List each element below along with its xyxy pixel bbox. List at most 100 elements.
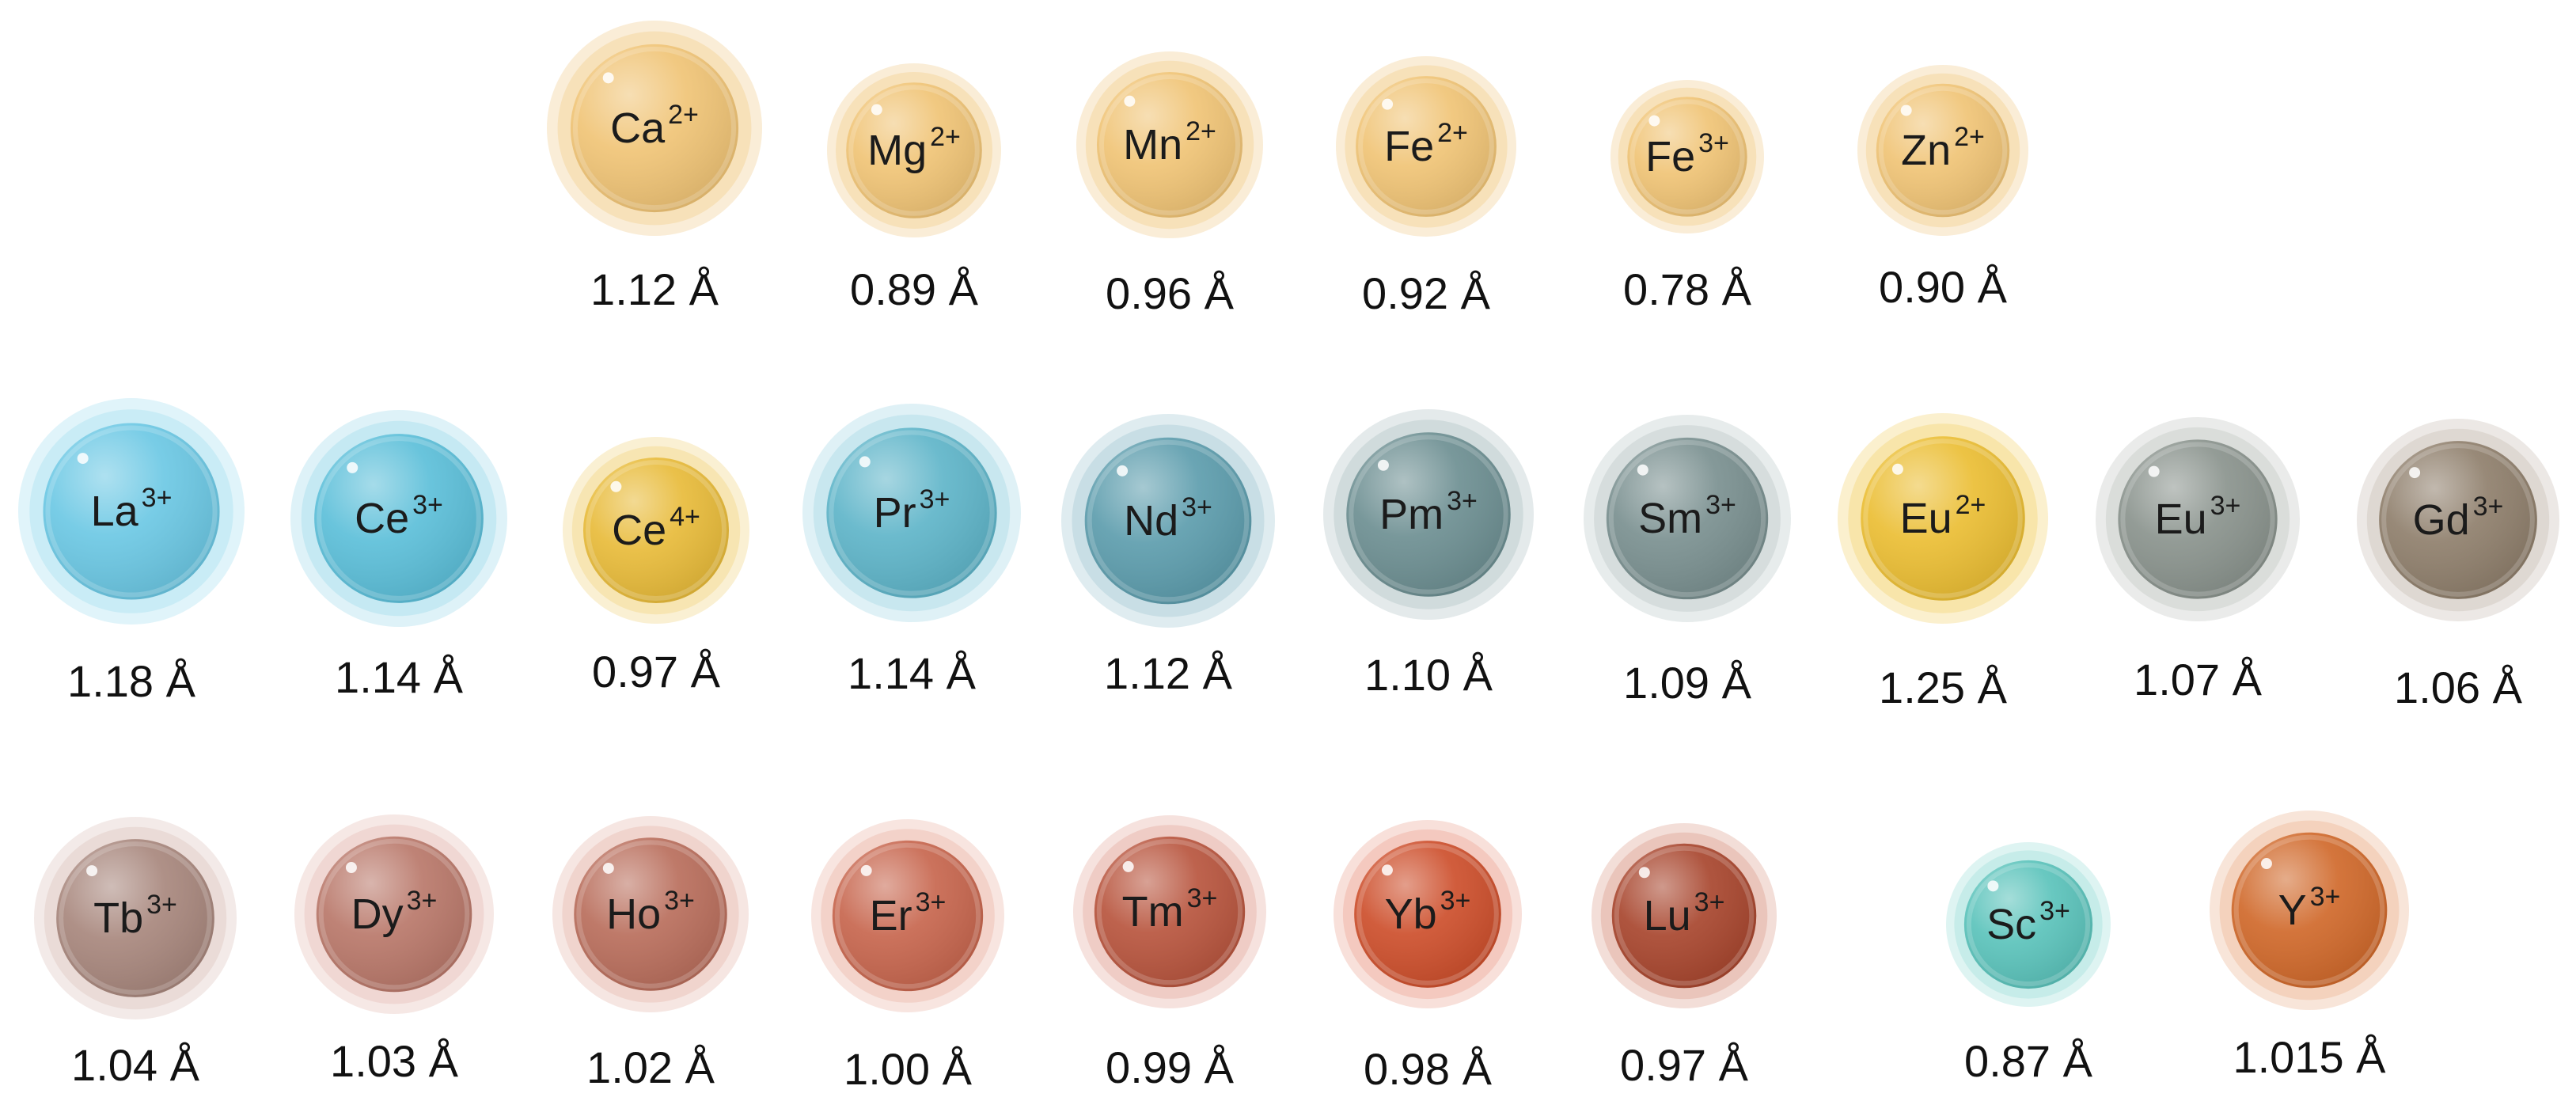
ion-charge: 3+ xyxy=(2039,896,2070,926)
ion-lu-3plus: Lu 3+ 0.97 Å xyxy=(1592,823,1777,1090)
ion-ca-2plus: Ca 2+ 1.12 Å xyxy=(547,21,762,314)
ion-element: Sm xyxy=(1638,495,1702,542)
ion-sphere-shading xyxy=(582,457,730,604)
ion-element: Er xyxy=(870,892,912,940)
ion-symbol: Yb 3+ xyxy=(1385,886,1471,938)
ion-radius-label: 0.89 Å xyxy=(850,264,979,314)
ion-element: Pm xyxy=(1379,491,1444,538)
ion-sphere-shading xyxy=(1963,860,2093,989)
ion-charge: 2+ xyxy=(1954,122,1985,152)
ion-charge: 3+ xyxy=(1447,486,1478,516)
ion-sphere-shading xyxy=(1627,97,1747,217)
ion-sphere-rim xyxy=(1349,435,1508,594)
ion-sphere-shading xyxy=(2379,441,2537,599)
ion-highlight xyxy=(602,72,614,84)
ion-symbol: La 3+ xyxy=(91,483,173,535)
ion-highlight xyxy=(860,864,872,876)
ion-radius-label: 1.06 Å xyxy=(2394,663,2523,712)
ion-charge: 2+ xyxy=(930,122,961,152)
ion-eu-2plus: Eu 2+ 1.25 Å xyxy=(1838,413,2048,712)
ion-sphere-shading xyxy=(316,836,472,993)
ion-charge: 3+ xyxy=(142,483,173,513)
ion-sphere-shading xyxy=(1861,436,2025,601)
ion-radius-label: 1.18 Å xyxy=(67,656,196,706)
ion-highlight xyxy=(1122,860,1134,872)
ion-highlight xyxy=(1382,98,1394,110)
ion-sphere-shading xyxy=(314,434,484,603)
ion-element: Eu xyxy=(1900,495,1952,542)
ion-eu-3plus: Eu 3+ 1.07 Å xyxy=(2096,417,2300,704)
ion-charge: 3+ xyxy=(2310,882,2341,912)
ion-layer: Ca 2+1.12 ÅMg 2+0.89 ÅMn 2+0.96 ÅFe 2+0.92 Å… xyxy=(18,21,2559,1094)
ion-sphere-rim xyxy=(572,46,737,211)
ion-charge: 3+ xyxy=(916,887,947,917)
ion-highlight xyxy=(1377,459,1389,471)
ion-er-3plus: Er 3+ 1.00 Å xyxy=(811,819,1004,1094)
ion-radius-label: 1.03 Å xyxy=(330,1036,459,1086)
ion-pm-3plus: Pm 3+ 1.10 Å xyxy=(1323,409,1534,700)
ion-sphere-rim xyxy=(59,841,212,995)
ion-radius-label: 1.07 Å xyxy=(2134,655,2263,704)
ion-element: Tm xyxy=(1122,888,1184,936)
ion-sphere-rim xyxy=(1098,74,1241,216)
ion-element: Ce xyxy=(355,495,409,542)
ion-sphere-rim xyxy=(1608,439,1766,598)
ion-element: Gd xyxy=(2413,496,2470,544)
ion-ce-3plus: Ce 3+ 1.14 Å xyxy=(290,410,507,702)
ion-radius-label: 0.96 Å xyxy=(1106,268,1235,318)
ion-radius-label: 1.12 Å xyxy=(1104,648,1233,698)
ion-fe-3plus: Fe 3+ 0.78 Å xyxy=(1610,80,1764,314)
ion-symbol: Fe 3+ xyxy=(1645,128,1729,180)
ion-highlight xyxy=(1381,864,1393,876)
ion-highlight xyxy=(1637,464,1648,476)
ion-sphere-rim xyxy=(1863,439,2023,598)
ion-element: Lu xyxy=(1644,892,1691,940)
ion-highlight xyxy=(347,461,359,473)
ion-sphere-shading xyxy=(1084,437,1252,605)
ion-radius-label: 0.99 Å xyxy=(1106,1042,1235,1092)
ion-sphere-shading xyxy=(1876,83,2010,218)
ion-sphere-rim xyxy=(1629,99,1745,215)
ion-highlight xyxy=(77,453,89,465)
ion-element: Y xyxy=(2278,887,2307,934)
ion-highlight xyxy=(1987,880,1999,892)
ion-radius-label: 1.00 Å xyxy=(844,1044,973,1094)
ion-element: Fe xyxy=(1645,133,1695,180)
ion-highlight xyxy=(1900,104,1912,116)
ion-symbol: Mn 2+ xyxy=(1123,116,1216,169)
ion-sphere-rim xyxy=(1878,85,2008,215)
ion-element: Eu xyxy=(2155,495,2207,543)
ion-element: Ho xyxy=(606,890,661,938)
ion-radius-label: 1.14 Å xyxy=(848,648,977,698)
ion-radius-label: 1.09 Å xyxy=(1623,658,1752,708)
ion-highlight xyxy=(871,104,882,116)
ion-symbol: Nd 3+ xyxy=(1124,492,1212,545)
ion-charge: 3+ xyxy=(1182,492,1212,522)
ion-charge: 3+ xyxy=(146,890,177,920)
ion-sphere-rim xyxy=(1966,862,2091,987)
ion-charge: 3+ xyxy=(1440,886,1471,916)
ion-element: Ca xyxy=(610,104,666,152)
ion-sphere-rim xyxy=(2381,443,2535,597)
ion-ho-3plus: Ho 3+ 1.02 Å xyxy=(552,816,749,1092)
ion-sphere-shading xyxy=(1094,836,1246,988)
ion-radius-label: 1.10 Å xyxy=(1364,650,1493,700)
ion-sphere-shading xyxy=(2231,832,2388,989)
ion-sphere-rim xyxy=(829,430,995,596)
ion-element: Fe xyxy=(1384,123,1434,170)
ion-tm-3plus: Tm 3+ 0.99 Å xyxy=(1073,815,1266,1092)
ion-dy-3plus: Dy 3+ 1.03 Å xyxy=(294,814,494,1086)
ion-highlight xyxy=(602,862,614,874)
ion-radius-label: 0.87 Å xyxy=(1964,1036,2093,1086)
ion-charge: 3+ xyxy=(2210,491,2241,521)
ion-highlight xyxy=(1891,463,1903,475)
ion-sphere-shading xyxy=(1346,432,1511,597)
ion-element: Pr xyxy=(874,489,916,537)
ion-radius-label: 0.90 Å xyxy=(1879,262,2008,312)
ion-highlight xyxy=(610,480,622,492)
ion-highlight xyxy=(1638,867,1650,879)
ion-tb-3plus: Tb 3+ 1.04 Å xyxy=(34,817,237,1090)
ion-element: Ce xyxy=(612,507,666,554)
ion-mn-2plus: Mn 2+ 0.96 Å xyxy=(1076,51,1263,318)
ion-charge: 2+ xyxy=(1186,116,1216,146)
